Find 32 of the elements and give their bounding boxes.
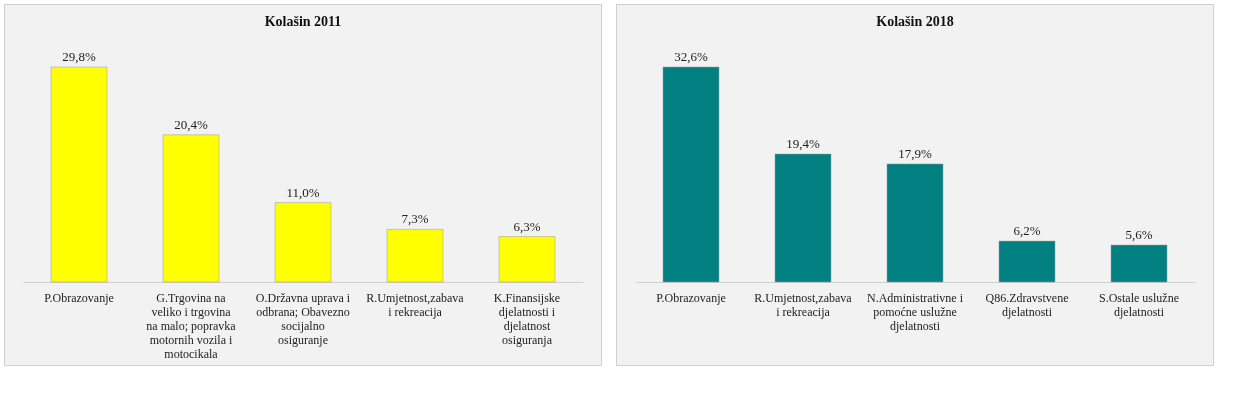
data-label: 29,8% xyxy=(62,49,96,64)
bar xyxy=(1110,244,1168,283)
bar xyxy=(274,202,332,283)
x-tick-label: P.Obrazovanje xyxy=(44,290,114,305)
data-label: 6,3% xyxy=(513,218,541,234)
x-tick-label: N.Administrativne i pomoćne uslužne djelatnosti xyxy=(867,290,964,333)
x-tick-label: G.Trgovina na veliko i trgovina na malo; popravka motornih vozila i motocikala xyxy=(146,290,237,361)
x-tick-label: R.Umjetnost,zabava i rekreacija xyxy=(754,290,853,319)
data-label: 19,4% xyxy=(786,136,820,152)
x-tick-label: P.Obrazovanje xyxy=(656,290,726,305)
bar xyxy=(886,163,944,283)
data-label: 7,3% xyxy=(401,211,429,227)
x-tick-label: K.Finansijske djelatnosti i djelatnost osiguranja xyxy=(493,290,561,347)
data-label: 17,9% xyxy=(898,145,932,161)
bar xyxy=(498,236,556,283)
data-label: 20,4% xyxy=(174,116,208,132)
data-label: 6,2% xyxy=(1013,223,1041,239)
bar xyxy=(162,134,220,283)
x-tick-label: Q86.Zdravstvene djelatnosti xyxy=(985,290,1069,319)
bar xyxy=(386,229,444,283)
x-tick-label: O.Državna uprava i odbrana; Obavezno socijalno osiguranje xyxy=(255,290,351,347)
bar xyxy=(998,240,1056,283)
data-label: 5,6% xyxy=(1125,227,1153,243)
bar xyxy=(50,66,108,283)
data-label: 32,6% xyxy=(674,49,708,64)
bar xyxy=(662,66,720,283)
data-label: 11,0% xyxy=(286,184,320,200)
chart-title: Kolašin 2011 xyxy=(264,14,342,29)
bar xyxy=(774,153,832,283)
x-tick-label: R.Umjetnost,zabava i rekreacija xyxy=(366,290,465,319)
chart-title: Kolašin 2018 xyxy=(876,14,954,29)
x-tick-label: S.Ostale uslužne djelatnosti xyxy=(1099,290,1179,319)
